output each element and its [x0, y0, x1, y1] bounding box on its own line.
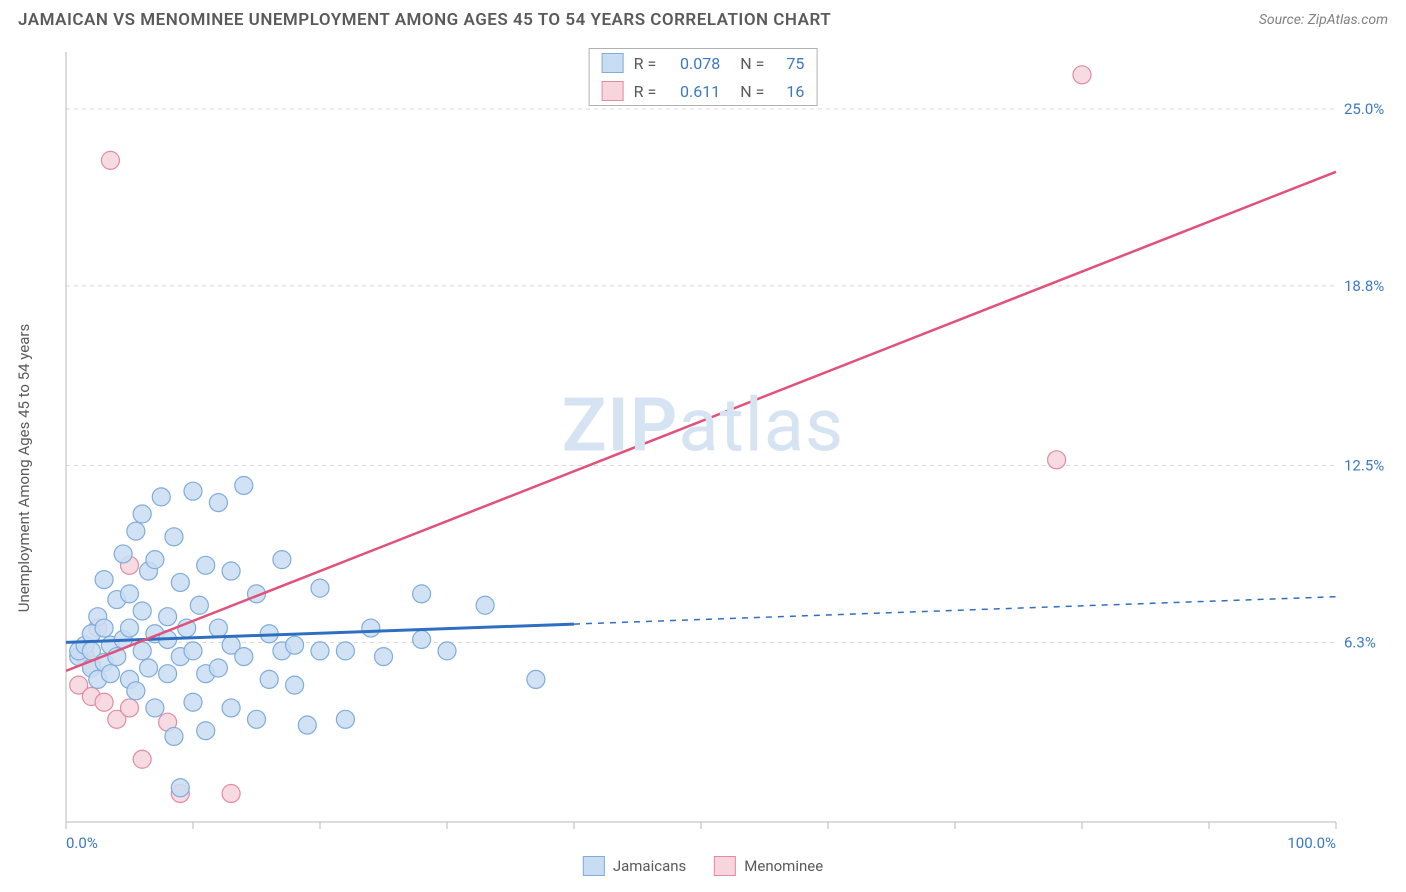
- data-point: [171, 573, 189, 591]
- data-point: [95, 571, 113, 589]
- data-point: [286, 636, 304, 654]
- data-point: [184, 642, 202, 660]
- data-point: [121, 585, 139, 603]
- stats-swatch: [602, 53, 624, 73]
- data-point: [159, 665, 177, 683]
- data-point: [146, 699, 164, 717]
- legend-swatch: [583, 856, 605, 876]
- data-point: [235, 476, 253, 494]
- data-point: [127, 522, 145, 540]
- stats-n-label: N =: [740, 82, 764, 101]
- data-point: [336, 642, 354, 660]
- stats-r-label: R =: [634, 82, 657, 101]
- x-tick-label: 100.0%: [1287, 834, 1336, 852]
- stats-n-label: N =: [740, 54, 764, 73]
- data-point: [146, 551, 164, 569]
- data-point: [127, 682, 145, 700]
- data-point: [527, 670, 545, 688]
- legend-label: Menominee: [744, 857, 823, 875]
- data-point: [311, 642, 329, 660]
- legend-item: Jamaicans: [583, 856, 686, 876]
- data-point: [133, 505, 151, 523]
- chart-title: JAMAICAN VS MENOMINEE UNEMPLOYMENT AMONG…: [18, 10, 831, 30]
- data-point: [95, 693, 113, 711]
- stats-r-label: R =: [634, 54, 657, 73]
- data-point: [165, 528, 183, 546]
- data-point: [286, 676, 304, 694]
- source-attribution: Source: ZipAtlas.com: [1259, 12, 1388, 28]
- data-point: [133, 602, 151, 620]
- trend-line-extrapolated: [574, 597, 1336, 624]
- chart-area: Unemployment Among Ages 45 to 54 years Z…: [18, 44, 1388, 874]
- data-point: [133, 750, 151, 768]
- y-tick-label: 6.3%: [1344, 633, 1376, 651]
- data-point: [222, 784, 240, 802]
- legend-label: Jamaicans: [613, 857, 686, 875]
- data-point: [165, 727, 183, 745]
- stats-legend-box: R = 0.078 N = 75 R = 0.611 N = 16: [589, 48, 818, 106]
- data-point: [171, 779, 189, 797]
- data-point: [101, 665, 119, 683]
- data-point: [1048, 451, 1066, 469]
- x-tick-label: 0.0%: [66, 834, 98, 852]
- data-point: [114, 545, 132, 563]
- data-point: [184, 693, 202, 711]
- chart-header: JAMAICAN VS MENOMINEE UNEMPLOYMENT AMONG…: [0, 0, 1406, 36]
- data-point: [298, 716, 316, 734]
- data-point: [209, 494, 227, 512]
- data-point: [121, 619, 139, 637]
- data-point: [197, 556, 215, 574]
- stats-swatch: [602, 81, 624, 101]
- data-point: [222, 699, 240, 717]
- stats-row: R = 0.611 N = 16: [590, 77, 817, 105]
- stats-r-value: 0.611: [666, 82, 720, 101]
- data-point: [375, 648, 393, 666]
- data-point: [197, 722, 215, 740]
- data-point: [159, 608, 177, 626]
- data-point: [362, 619, 380, 637]
- data-point: [438, 642, 456, 660]
- y-tick-label: 25.0%: [1344, 100, 1384, 118]
- legend-item: Menominee: [714, 856, 823, 876]
- y-tick-label: 18.8%: [1344, 277, 1384, 295]
- series-legend: Jamaicans Menominee: [583, 856, 823, 876]
- data-point: [95, 619, 113, 637]
- data-point: [311, 579, 329, 597]
- data-point: [222, 562, 240, 580]
- data-point: [184, 482, 202, 500]
- data-point: [413, 585, 431, 603]
- stats-n-value: 75: [774, 54, 804, 73]
- data-point: [260, 670, 278, 688]
- data-point: [152, 488, 170, 506]
- data-point: [413, 630, 431, 648]
- trend-line: [66, 172, 1336, 671]
- data-point: [121, 699, 139, 717]
- y-tick-label: 12.5%: [1344, 457, 1384, 475]
- data-point: [209, 659, 227, 677]
- data-point: [140, 659, 158, 677]
- stats-n-value: 16: [774, 82, 804, 101]
- data-point: [336, 710, 354, 728]
- data-point: [273, 551, 291, 569]
- data-point: [235, 648, 253, 666]
- data-point: [101, 151, 119, 169]
- y-axis-label: Unemployment Among Ages 45 to 54 years: [15, 324, 33, 612]
- data-point: [1073, 66, 1091, 84]
- data-point: [209, 619, 227, 637]
- data-point: [476, 596, 494, 614]
- data-point: [190, 596, 208, 614]
- stats-r-value: 0.078: [666, 54, 720, 73]
- scatter-chart: 6.3% 12.5% 18.8% 25.0% 0.0% 100.0%: [18, 44, 1388, 874]
- stats-row: R = 0.078 N = 75: [590, 49, 817, 77]
- legend-swatch: [714, 856, 736, 876]
- data-point: [248, 710, 266, 728]
